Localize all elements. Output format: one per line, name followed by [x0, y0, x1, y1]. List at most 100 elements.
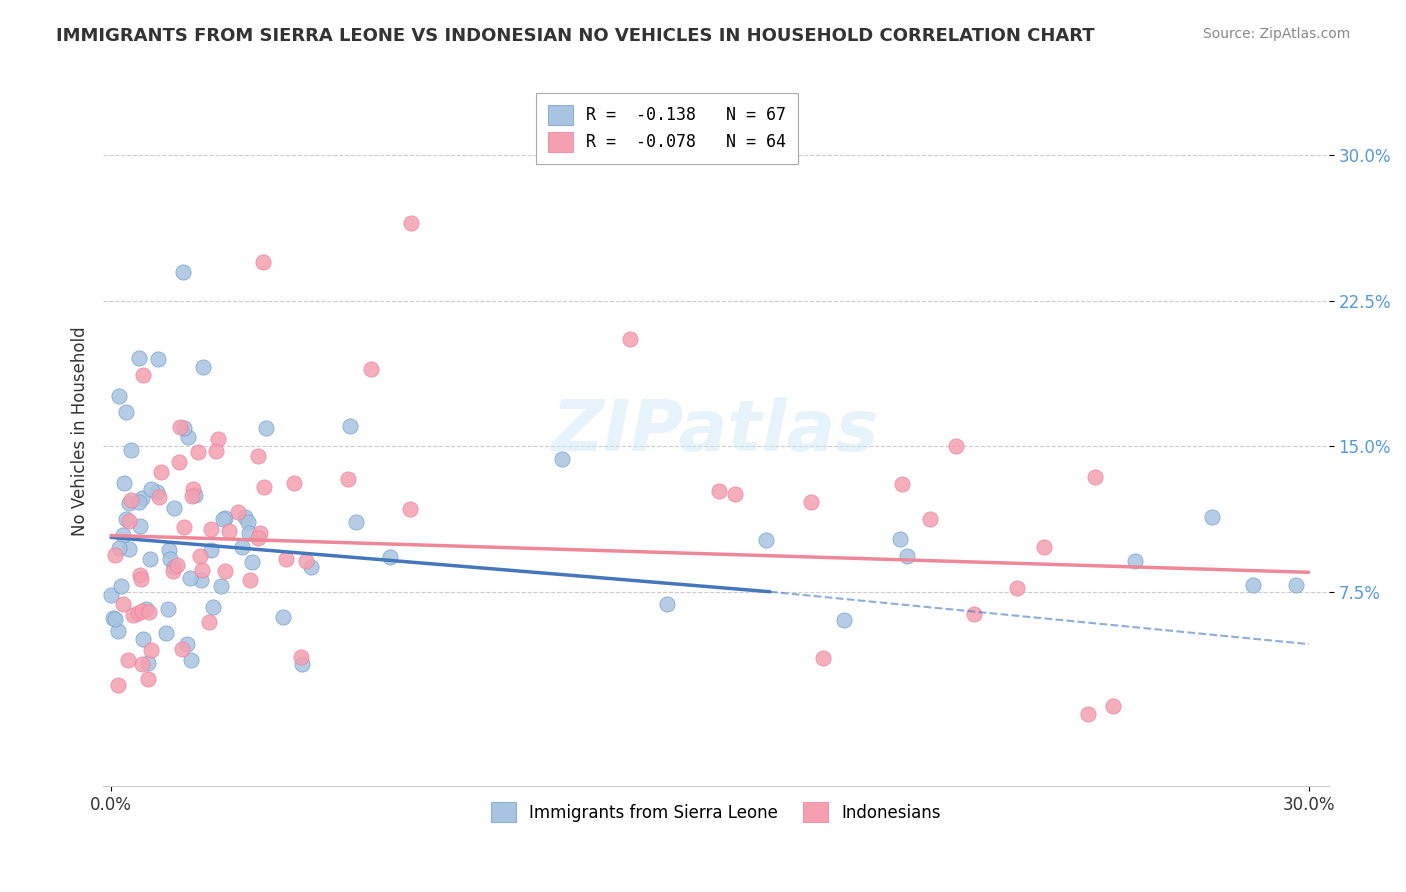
Point [139, 552, 162, 566]
Point [209, 579, 232, 593]
Point [1102, 698, 1125, 713]
Point [150, 465, 173, 479]
Point [118, 542, 141, 557]
Point [249, 526, 271, 541]
Point [107, 389, 129, 403]
Point [187, 445, 209, 459]
Point [110, 579, 132, 593]
Point [918, 512, 941, 526]
Point [163, 560, 186, 574]
Point [118, 514, 141, 528]
Point [117, 653, 139, 667]
Point [112, 528, 135, 542]
Point [136, 672, 159, 686]
Point [239, 574, 262, 588]
Point [166, 558, 188, 572]
Point [100, 588, 122, 602]
Point [128, 519, 150, 533]
Point [180, 653, 202, 667]
Point [200, 522, 222, 536]
Point [271, 609, 294, 624]
Point [114, 512, 136, 526]
Point [131, 632, 153, 647]
Point [115, 405, 138, 419]
Point [173, 520, 195, 534]
Point [226, 506, 249, 520]
Point [274, 552, 297, 566]
Legend: Immigrants from Sierra Leone, Indonesians: Immigrants from Sierra Leone, Indonesian… [479, 790, 953, 834]
Point [294, 554, 316, 568]
Point [800, 495, 823, 509]
Point [191, 563, 214, 577]
Point [378, 549, 401, 564]
Point [1241, 578, 1264, 592]
Point [169, 419, 191, 434]
Point [619, 333, 641, 347]
Point [344, 515, 367, 529]
Point [131, 491, 153, 505]
Point [200, 543, 222, 558]
Point [212, 512, 235, 526]
Point [104, 548, 127, 562]
Point [707, 483, 730, 498]
Point [1084, 469, 1107, 483]
Point [550, 452, 572, 467]
Point [896, 549, 918, 563]
Point [179, 571, 201, 585]
Point [121, 607, 143, 622]
Point [173, 421, 195, 435]
Y-axis label: No Vehicles in Household: No Vehicles in Household [72, 326, 89, 536]
Point [101, 611, 124, 625]
Point [107, 678, 129, 692]
Point [198, 615, 221, 629]
Point [236, 515, 259, 529]
Point [207, 432, 229, 446]
Point [148, 491, 170, 505]
Point [104, 612, 127, 626]
Point [339, 418, 361, 433]
Point [128, 494, 150, 508]
Point [190, 573, 212, 587]
Point [107, 624, 129, 638]
Text: IMMIGRANTS FROM SIERRA LEONE VS INDONESIAN NO VEHICLES IN HOUSEHOLD CORRELATION : IMMIGRANTS FROM SIERRA LEONE VS INDONESI… [56, 27, 1095, 45]
Point [120, 443, 142, 458]
Point [112, 597, 135, 611]
Point [159, 551, 181, 566]
Point [889, 532, 911, 546]
Point [238, 525, 260, 540]
Point [127, 606, 149, 620]
Point [360, 361, 382, 376]
Point [183, 482, 205, 496]
Point [146, 351, 169, 366]
Point [291, 657, 314, 671]
Point [108, 541, 131, 556]
Point [177, 430, 200, 444]
Point [157, 602, 180, 616]
Point [118, 496, 141, 510]
Point [724, 487, 747, 501]
Point [214, 565, 236, 579]
Point [172, 642, 194, 657]
Point [167, 455, 190, 469]
Point [283, 476, 305, 491]
Point [162, 500, 184, 515]
Point [246, 531, 269, 545]
Point [247, 449, 270, 463]
Point [1032, 541, 1054, 555]
Point [205, 443, 228, 458]
Point [129, 568, 152, 582]
Point [162, 564, 184, 578]
Point [398, 502, 420, 516]
Point [1285, 577, 1308, 591]
Point [155, 625, 177, 640]
Point [252, 480, 274, 494]
Point [963, 607, 986, 621]
Point [131, 604, 153, 618]
Point [128, 351, 150, 365]
Point [181, 489, 204, 503]
Point [399, 216, 422, 230]
Point [890, 477, 912, 491]
Point [755, 533, 778, 547]
Point [1201, 510, 1223, 524]
Point [176, 637, 198, 651]
